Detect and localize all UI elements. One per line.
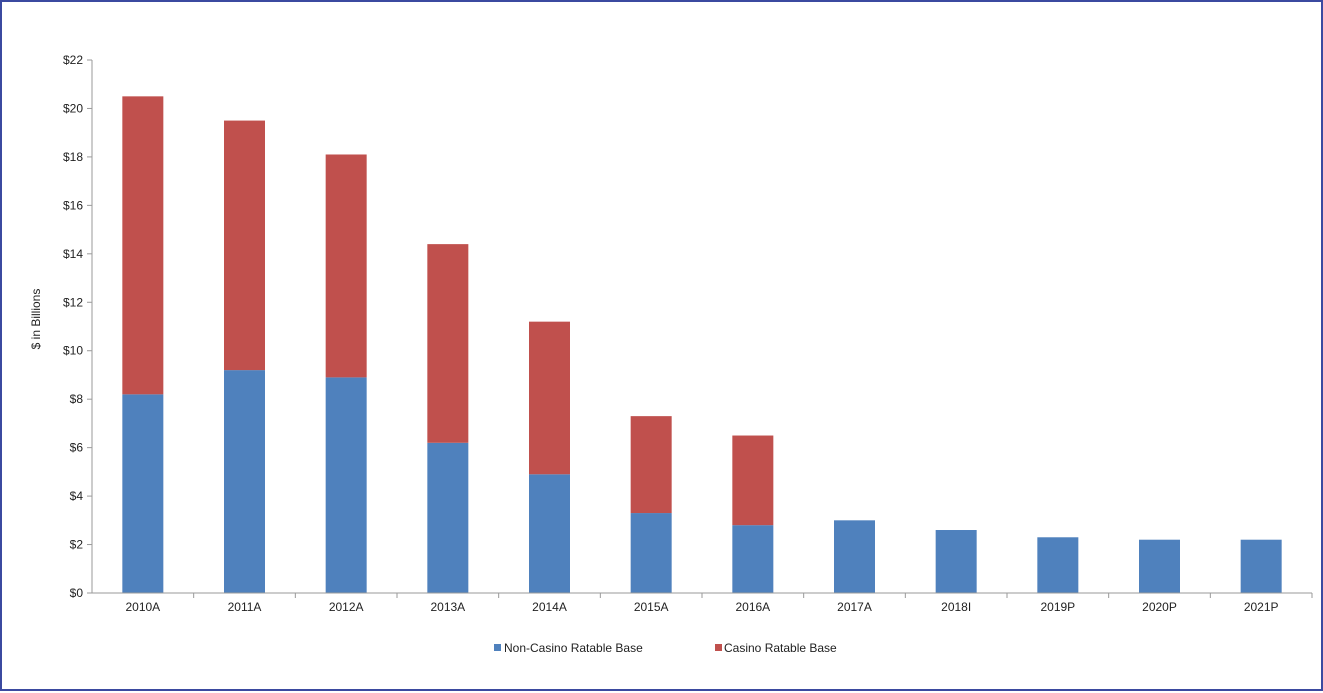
x-tick-label: 2012A — [329, 600, 364, 614]
bar-casino — [630, 416, 672, 514]
legend-swatch-non-casino — [494, 644, 501, 651]
y-tick-label: $18 — [63, 150, 83, 164]
x-tick-label: 2014A — [532, 600, 567, 614]
legend-label-casino: Casino Ratable Base — [724, 641, 837, 655]
bar-non-casino — [834, 520, 875, 593]
legend-label-non-casino: Non-Casino Ratable Base — [504, 641, 643, 655]
y-tick-label: $8 — [70, 392, 84, 406]
y-tick-label: $12 — [63, 295, 83, 309]
y-tick-label: $6 — [70, 441, 84, 455]
x-tick-label: 2015A — [634, 600, 669, 614]
x-tick-label: 2013A — [430, 600, 465, 614]
bar-non-casino — [427, 442, 469, 593]
bar-casino — [224, 120, 265, 371]
legend: Non-Casino Ratable Base Casino Ratable B… — [494, 641, 837, 655]
y-tick-label: $2 — [70, 538, 84, 552]
x-tick-label: 2016A — [735, 600, 770, 614]
y-tick-label: $10 — [63, 344, 83, 358]
x-tick-label: 2020P — [1142, 600, 1177, 614]
y-tick-label: $14 — [63, 247, 83, 261]
bar-non-casino — [122, 394, 164, 593]
bar-non-casino — [529, 474, 570, 593]
bar-non-casino — [1139, 539, 1180, 593]
bar-non-casino — [630, 513, 672, 593]
x-tick-label: 2010A — [125, 600, 160, 614]
y-tick-label: $4 — [70, 489, 84, 503]
x-tick-label: 2019P — [1040, 600, 1075, 614]
y-axis-title: $ in Billions — [29, 289, 43, 350]
bar-casino — [122, 96, 164, 395]
bar-non-casino — [732, 525, 774, 593]
bar-non-casino — [325, 377, 367, 593]
bar-casino — [529, 321, 570, 475]
y-tick-label: $20 — [63, 101, 83, 115]
bar-casino — [427, 244, 469, 443]
bar-non-casino — [935, 530, 977, 593]
bar-casino — [325, 154, 367, 378]
bar-casino — [732, 435, 774, 526]
y-tick-label: $16 — [63, 198, 83, 212]
x-tick-label: 2017A — [837, 600, 872, 614]
y-tick-label: $22 — [63, 53, 83, 67]
legend-swatch-casino — [715, 644, 722, 651]
bar-non-casino — [1037, 537, 1079, 593]
x-tick-label: 2021P — [1244, 600, 1279, 614]
bar-non-casino — [1240, 539, 1282, 593]
y-tick-label: $0 — [70, 586, 84, 600]
bar-non-casino — [224, 370, 265, 593]
x-tick-label: 2018I — [941, 600, 971, 614]
x-tick-label: 2011A — [228, 600, 262, 614]
